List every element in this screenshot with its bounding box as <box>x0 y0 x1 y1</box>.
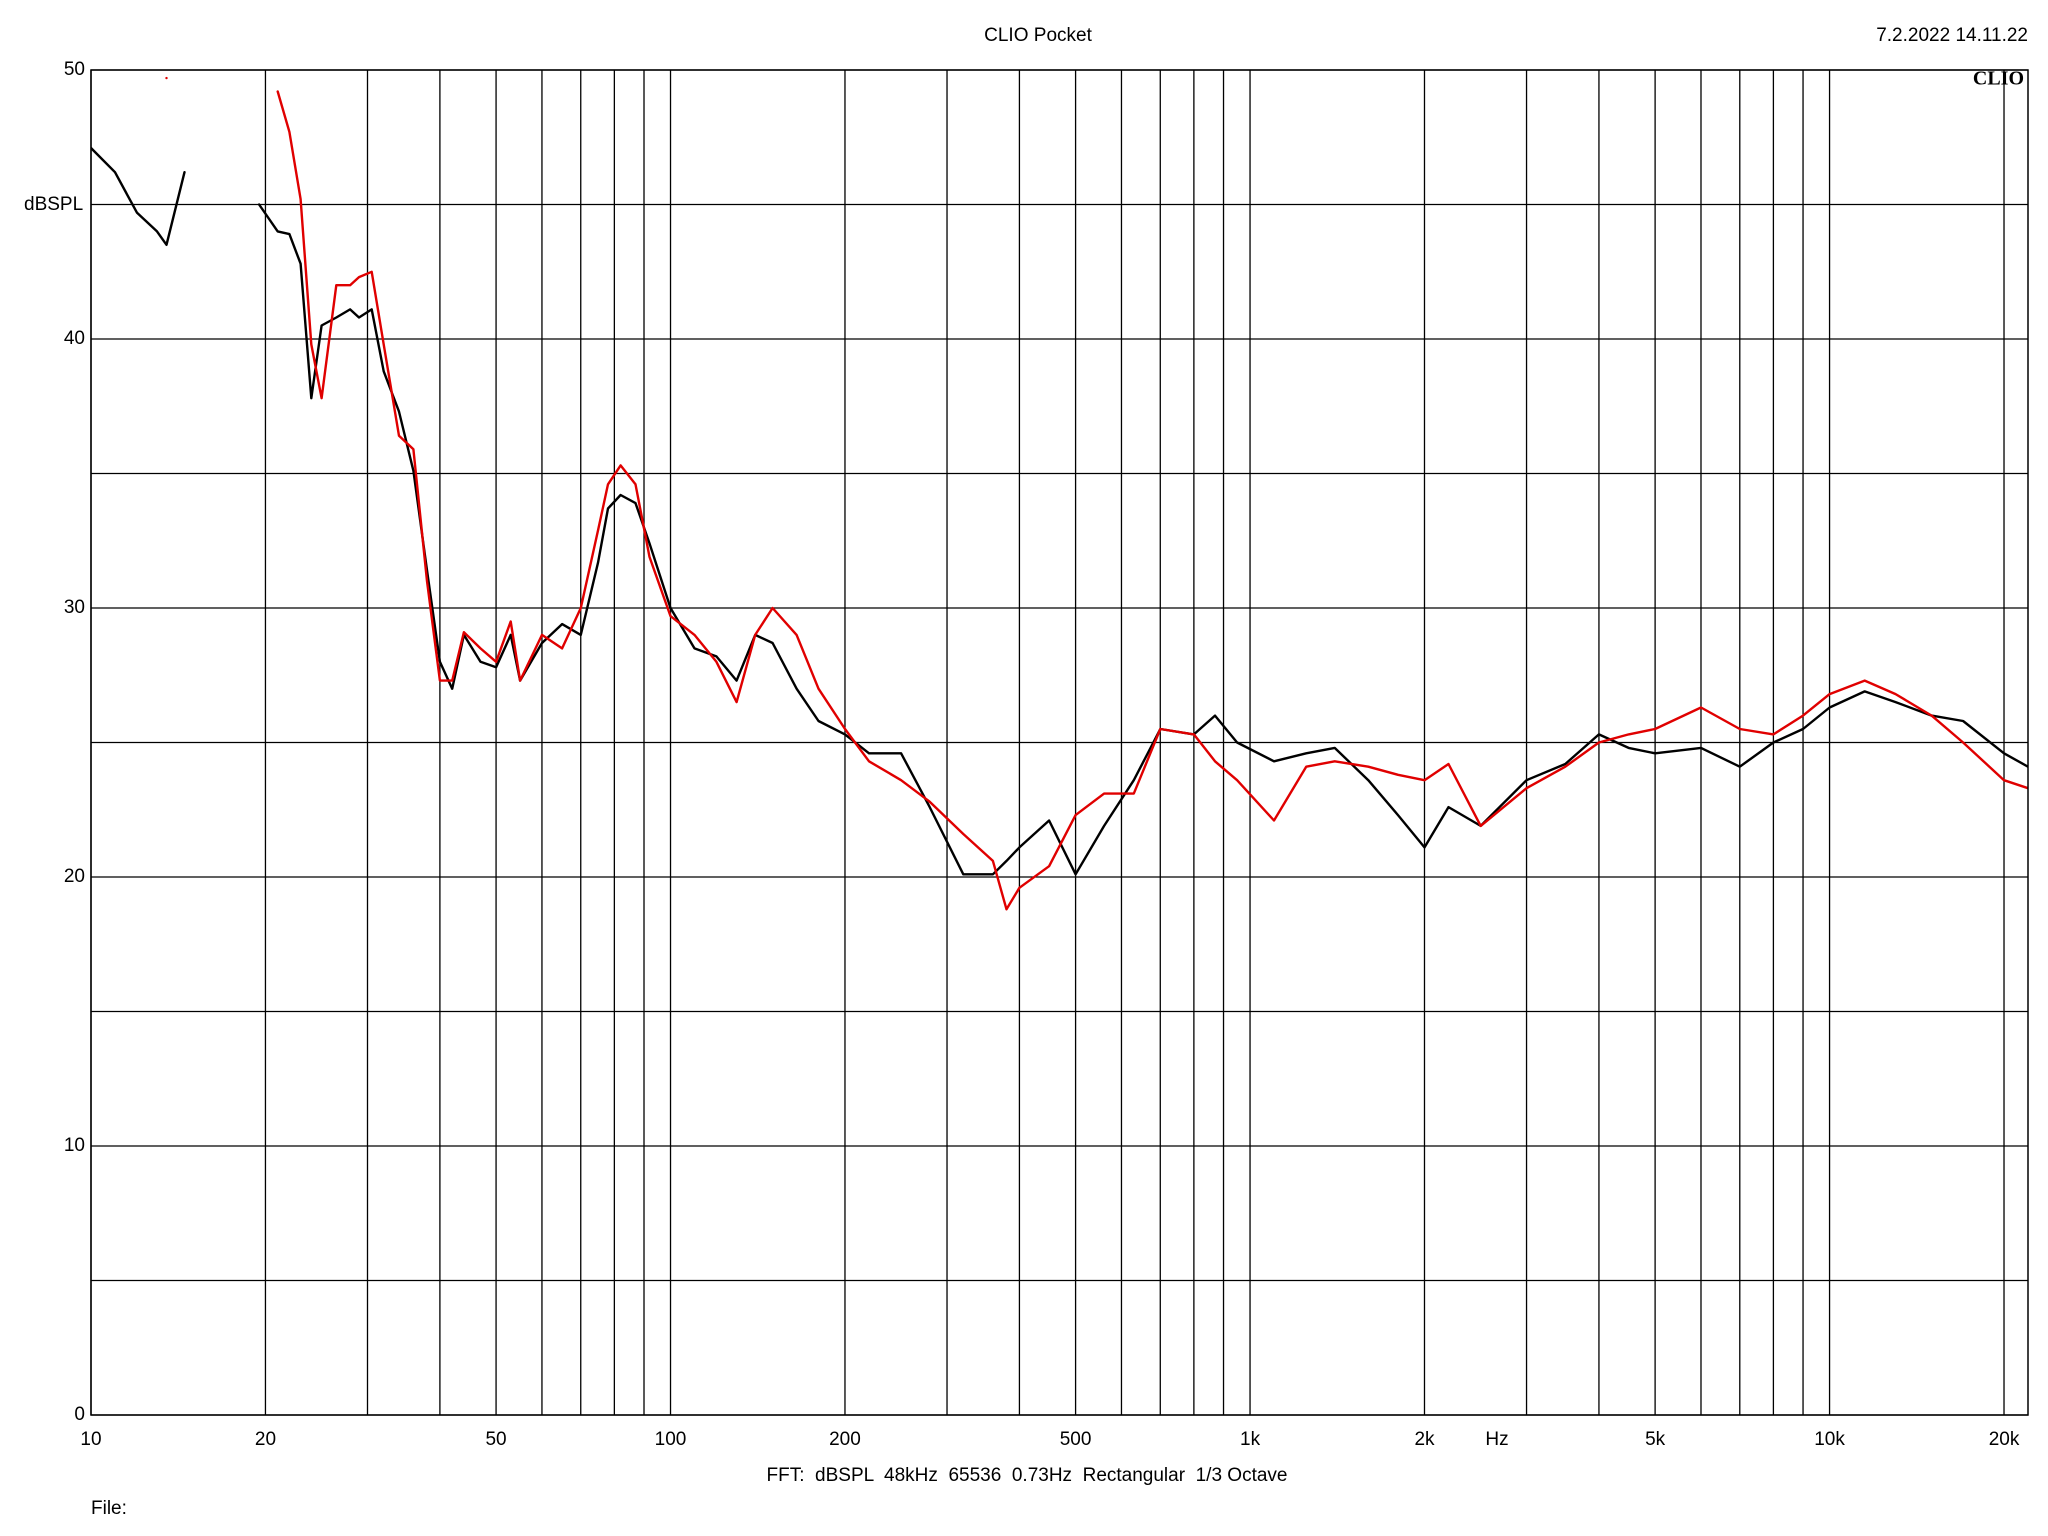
x-axis-label: Hz <box>1485 1429 1508 1450</box>
plot-border <box>90 69 2029 1416</box>
y-axis-label: dBSPL <box>24 194 83 215</box>
x-tick-label: 5k <box>1645 1429 1666 1450</box>
chart-title: CLIO Pocket <box>984 25 1092 46</box>
y-tick-label: 50 <box>64 59 85 80</box>
x-tick-label: 500 <box>1060 1429 1092 1450</box>
y-tick-label: 40 <box>64 328 85 349</box>
file-label: File: <box>91 1498 127 1519</box>
x-tick-label: 20k <box>1989 1429 2020 1450</box>
x-tick-label: 10k <box>1814 1429 1845 1450</box>
x-tick-label: 2k <box>1414 1429 1435 1450</box>
x-tick-label: 100 <box>655 1429 687 1450</box>
series-line <box>91 146 2028 876</box>
y-tick-label: 30 <box>64 597 85 618</box>
y-tick-label: 0 <box>74 1404 85 1425</box>
series-line <box>165 76 2028 911</box>
plot-area <box>91 76 2028 911</box>
logo: CLIO <box>1973 68 2024 90</box>
x-tick-label: 1k <box>1240 1429 1261 1450</box>
x-tick-label: 10 <box>80 1429 101 1450</box>
grid <box>90 69 2028 1416</box>
y-tick-label: 20 <box>64 866 85 887</box>
footer: FFT: dBSPL 48kHz 65536 0.73Hz Rectangula… <box>766 1465 1287 1486</box>
x-tick-label: 200 <box>829 1429 861 1450</box>
x-tick-label: 20 <box>255 1429 276 1450</box>
x-tick-label: 50 <box>485 1429 506 1450</box>
timestamp: 7.2.2022 14.11.22 <box>1876 25 2028 46</box>
y-tick-label: 10 <box>64 1135 85 1156</box>
